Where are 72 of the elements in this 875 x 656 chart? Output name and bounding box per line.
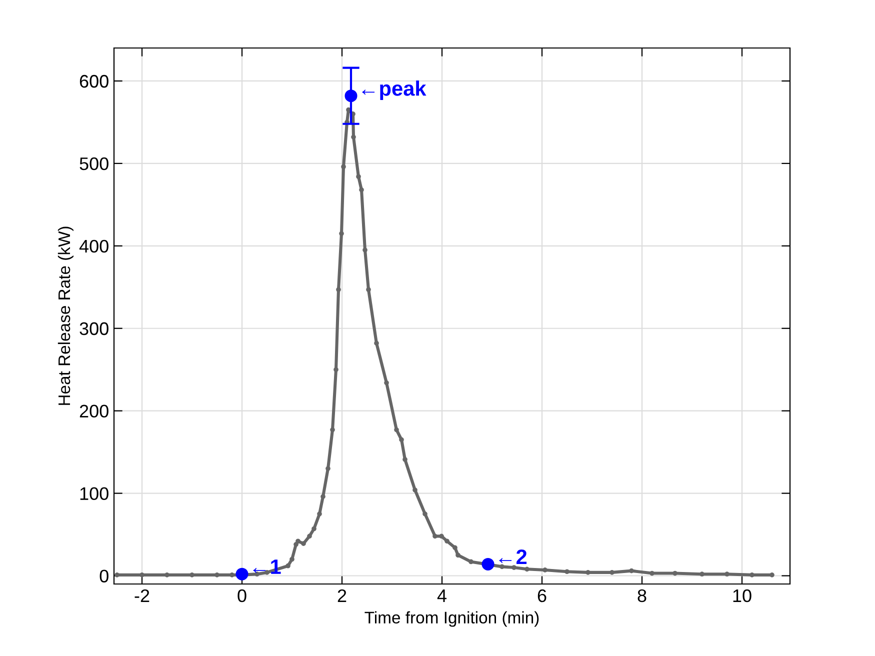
point [362,248,368,252]
point [140,572,144,578]
point [394,427,399,432]
point [672,570,678,576]
point [312,526,316,532]
point [412,488,418,492]
point [700,572,704,577]
point [290,556,294,562]
x-tick-label: 6 [538,589,546,602]
point [359,187,364,192]
x-tick-label: 10 [733,589,752,602]
y-tick-label: 500 [80,157,108,170]
point [366,287,371,292]
point [230,572,234,578]
point [750,572,754,578]
point [330,427,335,432]
x-tick-label: 0 [238,589,246,602]
point [512,565,516,570]
point [439,534,444,539]
x-tick-label: 8 [638,589,646,602]
point [236,568,248,580]
point [190,572,194,578]
point [524,566,530,572]
point [341,164,346,170]
point [432,534,438,539]
point [456,552,460,558]
point [586,570,590,575]
point [317,511,322,516]
point [650,570,654,576]
y-tick-label: 0 [100,570,108,582]
point [500,564,504,570]
point [351,134,356,140]
point [307,534,312,539]
point [320,494,326,500]
y-tick-label: 200 [80,404,108,418]
point [724,572,730,577]
annotation: ←1 [253,560,281,574]
point [374,340,379,346]
y-tick-label: 400 [79,240,108,253]
point [326,466,330,471]
point [542,568,548,572]
point [384,380,389,386]
point [564,569,570,574]
point [164,572,170,578]
point [452,545,458,550]
point [482,558,494,570]
point [214,572,220,578]
point [114,572,120,578]
x-axis-title: Time from Ignition (min) [364,611,539,627]
y-tick-label: 100 [80,487,108,500]
point [399,437,404,442]
x-tick-label: -2 [134,589,150,602]
y-tick-label: 600 [80,74,108,88]
point [339,231,344,236]
y-axis-title: Heat Release Rate (kW) [58,226,74,405]
point [356,174,361,180]
annotation: ←2 [499,549,527,564]
y-tick-label: 300 [80,322,108,336]
point [444,538,450,544]
x-tick-label: 4 [437,590,446,602]
annotation: ←peak [362,80,426,100]
point [286,563,290,568]
point [294,542,298,547]
point [468,559,474,564]
point [422,511,428,516]
point [402,457,408,462]
point [301,541,306,546]
point [610,570,614,575]
point [770,572,774,578]
point [629,568,634,574]
point [334,367,338,372]
x-tick-label: 2 [338,589,346,602]
